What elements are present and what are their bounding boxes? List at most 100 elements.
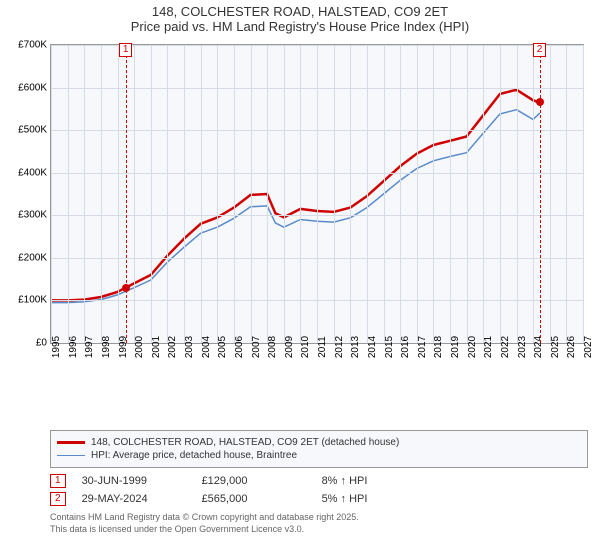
gridline-vertical — [483, 45, 484, 343]
legend-item: HPI: Average price, detached house, Brai… — [57, 450, 581, 461]
x-axis-tick: 2012 — [334, 336, 345, 358]
gridline-vertical — [234, 45, 235, 343]
gridline-vertical — [217, 45, 218, 343]
gridline-vertical — [284, 45, 285, 343]
transaction-row: 1 30-JUN-1999£129,0008% ↑ HPI — [50, 474, 588, 488]
x-axis-tick: 2013 — [350, 336, 361, 358]
y-axis-tick: £100K — [18, 295, 47, 306]
gridline-vertical — [84, 45, 85, 343]
x-axis-tick: 2027 — [583, 336, 594, 358]
gridline-vertical — [134, 45, 135, 343]
x-axis-tick: 2000 — [134, 336, 145, 358]
gridline-vertical — [533, 45, 534, 343]
gridline-vertical — [101, 45, 102, 343]
transaction-date: 30-JUN-1999 — [82, 475, 202, 487]
x-axis-tick: 2022 — [500, 336, 511, 358]
gridline-vertical — [167, 45, 168, 343]
x-axis-tick: 2014 — [367, 336, 378, 358]
x-axis-tick: 2026 — [566, 336, 577, 358]
gridline-vertical — [350, 45, 351, 343]
x-axis-tick: 2007 — [251, 336, 262, 358]
chart-area: £0£100K£200K£300K£400K£500K£600K£700K199… — [8, 44, 588, 394]
x-axis-tick: 2015 — [384, 336, 395, 358]
transaction-price: £129,000 — [202, 475, 322, 487]
marker-label: 1 — [119, 43, 133, 57]
gridline-vertical — [433, 45, 434, 343]
gridline-vertical — [334, 45, 335, 343]
x-axis-tick: 2019 — [450, 336, 461, 358]
x-axis-tick: 1999 — [118, 336, 129, 358]
transaction-delta: 5% ↑ HPI — [322, 493, 442, 505]
gridline-vertical — [384, 45, 385, 343]
title-line-2: Price paid vs. HM Land Registry's House … — [0, 19, 600, 34]
transaction-date: 29-MAY-2024 — [82, 493, 202, 505]
legend-item: 148, COLCHESTER ROAD, HALSTEAD, CO9 2ET … — [57, 437, 581, 448]
x-axis-tick: 2011 — [317, 336, 328, 358]
legend-label: 148, COLCHESTER ROAD, HALSTEAD, CO9 2ET … — [91, 437, 399, 448]
footnote: Contains HM Land Registry data © Crown c… — [50, 512, 588, 535]
x-axis-tick: 2008 — [267, 336, 278, 358]
title-line-1: 148, COLCHESTER ROAD, HALSTEAD, CO9 2ET — [0, 4, 600, 19]
transaction-marker: 1 — [50, 474, 66, 488]
x-axis-tick: 2025 — [550, 336, 561, 358]
x-axis-tick: 2023 — [517, 336, 528, 358]
transaction-marker: 2 — [50, 492, 66, 506]
gridline-vertical — [566, 45, 567, 343]
gridline-vertical — [450, 45, 451, 343]
gridline-vertical — [500, 45, 501, 343]
y-axis-tick: £400K — [18, 167, 47, 178]
gridline-vertical — [300, 45, 301, 343]
legend-swatch — [57, 441, 85, 444]
y-axis-tick: £500K — [18, 125, 47, 136]
transaction-price: £565,000 — [202, 493, 322, 505]
x-axis-tick: 2017 — [417, 336, 428, 358]
marker-dot — [122, 284, 130, 292]
gridline-vertical — [184, 45, 185, 343]
legend-label: HPI: Average price, detached house, Brai… — [91, 450, 297, 461]
x-axis-tick: 2005 — [217, 336, 228, 358]
transaction-delta: 8% ↑ HPI — [322, 475, 442, 487]
gridline-vertical — [267, 45, 268, 343]
x-axis-tick: 2021 — [483, 336, 494, 358]
x-axis-tick: 2006 — [234, 336, 245, 358]
y-axis-tick: £200K — [18, 252, 47, 263]
gridline-vertical — [583, 45, 584, 343]
gridline-vertical — [68, 45, 69, 343]
gridline-vertical — [251, 45, 252, 343]
x-axis-tick: 2004 — [201, 336, 212, 358]
x-axis-tick: 2018 — [433, 336, 444, 358]
gridline-vertical — [51, 45, 52, 343]
x-axis-tick: 1997 — [84, 336, 95, 358]
gridline-vertical — [517, 45, 518, 343]
footnote-line-1: Contains HM Land Registry data © Crown c… — [50, 512, 588, 524]
gridline-vertical — [317, 45, 318, 343]
marker-line — [540, 45, 541, 343]
chart-title: 148, COLCHESTER ROAD, HALSTEAD, CO9 2ET … — [0, 0, 600, 36]
x-axis-tick: 2002 — [167, 336, 178, 358]
gridline-vertical — [400, 45, 401, 343]
marker-dot — [536, 98, 544, 106]
gridline-vertical — [367, 45, 368, 343]
gridline-vertical — [201, 45, 202, 343]
y-axis-tick: £0 — [36, 338, 47, 349]
plot-region: £0£100K£200K£300K£400K£500K£600K£700K199… — [50, 44, 584, 344]
x-axis-tick: 2003 — [184, 336, 195, 358]
gridline-vertical — [417, 45, 418, 343]
x-axis-tick: 2001 — [151, 336, 162, 358]
x-axis-tick: 1998 — [101, 336, 112, 358]
gridline-vertical — [550, 45, 551, 343]
x-axis-tick: 2009 — [284, 336, 295, 358]
x-axis-tick: 2020 — [467, 336, 478, 358]
footnote-line-2: This data is licensed under the Open Gov… — [50, 524, 588, 536]
gridline-vertical — [151, 45, 152, 343]
x-axis-tick: 1996 — [68, 336, 79, 358]
y-axis-tick: £700K — [18, 40, 47, 51]
x-axis-tick: 2016 — [400, 336, 411, 358]
marker-label: 2 — [533, 43, 547, 57]
transaction-table: 1 30-JUN-1999£129,0008% ↑ HPI 2 29-MAY-2024… — [50, 474, 588, 506]
x-axis-tick: 1995 — [51, 336, 62, 358]
gridline-vertical — [118, 45, 119, 343]
legend-swatch — [57, 455, 85, 457]
legend: 148, COLCHESTER ROAD, HALSTEAD, CO9 2ET … — [50, 430, 588, 468]
transaction-row: 2 29-MAY-2024£565,0005% ↑ HPI — [50, 492, 588, 506]
